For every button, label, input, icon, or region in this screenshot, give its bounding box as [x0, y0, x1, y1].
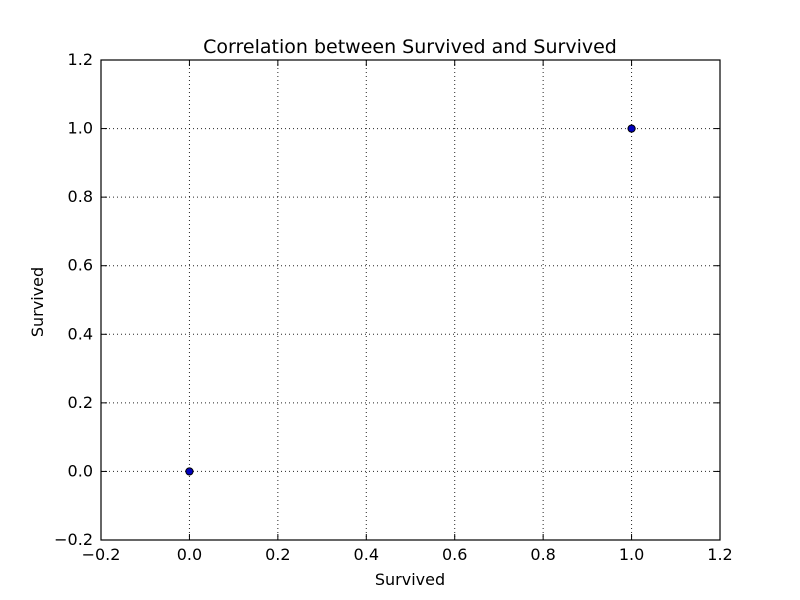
grid-lines — [101, 60, 720, 540]
x-tick-label: −0.2 — [82, 545, 121, 564]
data-point — [185, 467, 194, 476]
x-tick-label: 0.2 — [265, 545, 290, 564]
data-points — [185, 124, 636, 476]
data-point — [627, 124, 636, 133]
x-tick-labels: −0.2 0.0 0.2 0.4 0.6 0.8 1.0 1.2 — [82, 545, 733, 564]
x-tick-label: 0.6 — [442, 545, 467, 564]
plot-area-frame — [100, 59, 721, 541]
y-axis-label: Survived — [28, 267, 47, 337]
y-tick-label: 0.0 — [68, 461, 93, 480]
y-tick-label: 1.2 — [68, 50, 93, 69]
x-axis-label: Survived — [375, 570, 445, 589]
y-tick-label: 1.0 — [68, 119, 93, 138]
y-tick-label: 0.6 — [68, 256, 93, 275]
x-tick-label: 0.8 — [530, 545, 555, 564]
x-tick-label: 1.2 — [707, 545, 732, 564]
x-tick-label: 0.0 — [177, 545, 202, 564]
y-tick-label: −0.2 — [54, 530, 93, 549]
chart-title: Correlation between Survived and Survive… — [203, 36, 617, 58]
y-tick-labels: −0.2 0.0 0.2 0.4 0.6 0.8 1.0 1.2 — [54, 50, 93, 549]
x-tick-label: 1.0 — [619, 545, 644, 564]
y-tick-label: 0.8 — [68, 187, 93, 206]
y-tick-label: 0.2 — [68, 393, 93, 412]
x-tick-label: 0.4 — [354, 545, 379, 564]
y-tick-label: 0.4 — [68, 324, 93, 343]
